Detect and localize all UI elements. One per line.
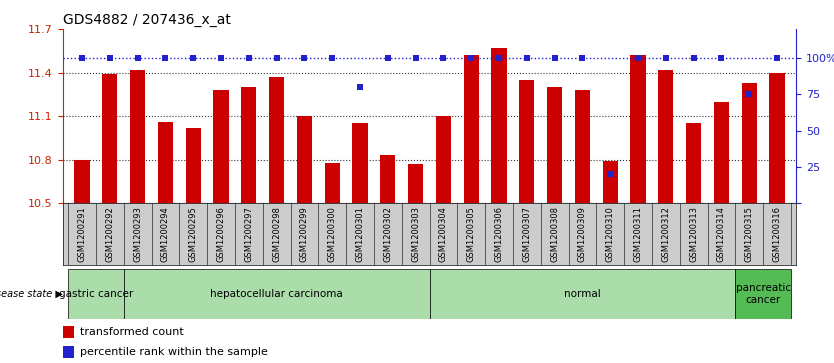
Bar	[547, 87, 562, 203]
Text: GSM1200314: GSM1200314	[717, 206, 726, 262]
Text: GSM1200305: GSM1200305	[467, 206, 475, 262]
Bar	[380, 155, 395, 203]
Text: normal: normal	[564, 289, 600, 299]
Text: GSM1200308: GSM1200308	[550, 206, 559, 262]
Text: GSM1200301: GSM1200301	[355, 206, 364, 262]
Bar	[63, 326, 73, 338]
Text: GSM1200309: GSM1200309	[578, 206, 587, 262]
Text: GSM1200312: GSM1200312	[661, 206, 671, 262]
Text: transformed count: transformed count	[80, 327, 183, 337]
Text: GDS4882 / 207436_x_at: GDS4882 / 207436_x_at	[63, 13, 230, 26]
Bar	[491, 48, 507, 203]
Bar	[631, 55, 646, 203]
Text: GSM1200294: GSM1200294	[161, 206, 170, 262]
Bar	[575, 90, 590, 203]
Bar	[658, 70, 674, 203]
Text: GSM1200313: GSM1200313	[689, 206, 698, 262]
Text: GSM1200303: GSM1200303	[411, 206, 420, 262]
Text: GSM1200291: GSM1200291	[78, 206, 87, 262]
Bar	[408, 164, 423, 203]
Text: GSM1200292: GSM1200292	[105, 206, 114, 262]
Bar	[241, 87, 256, 203]
Bar	[130, 70, 145, 203]
Text: GSM1200304: GSM1200304	[439, 206, 448, 262]
Text: GSM1200299: GSM1200299	[300, 206, 309, 262]
FancyBboxPatch shape	[430, 269, 736, 319]
Text: gastric cancer: gastric cancer	[58, 289, 133, 299]
Bar	[269, 77, 284, 203]
Text: GSM1200307: GSM1200307	[522, 206, 531, 262]
Text: hepatocellular carcinoma: hepatocellular carcinoma	[210, 289, 343, 299]
Text: GSM1200295: GSM1200295	[188, 206, 198, 262]
Bar	[769, 73, 785, 203]
Bar	[741, 83, 757, 203]
Bar	[464, 55, 479, 203]
FancyBboxPatch shape	[736, 269, 791, 319]
Text: GSM1200300: GSM1200300	[328, 206, 337, 262]
Text: GSM1200297: GSM1200297	[244, 206, 254, 262]
Bar	[158, 122, 173, 203]
Text: GSM1200293: GSM1200293	[133, 206, 142, 262]
Text: percentile rank within the sample: percentile rank within the sample	[80, 347, 268, 357]
Bar	[519, 80, 535, 203]
Bar	[185, 128, 201, 203]
Bar	[102, 74, 118, 203]
Text: GSM1200302: GSM1200302	[384, 206, 392, 262]
Bar	[214, 90, 229, 203]
Bar	[602, 161, 618, 203]
Bar	[63, 346, 73, 358]
Bar	[324, 163, 340, 203]
Bar	[686, 123, 701, 203]
FancyBboxPatch shape	[68, 269, 123, 319]
Bar	[297, 116, 312, 203]
Bar	[352, 123, 368, 203]
FancyBboxPatch shape	[123, 269, 430, 319]
Text: GSM1200315: GSM1200315	[745, 206, 754, 262]
Bar	[714, 102, 729, 203]
Text: GSM1200306: GSM1200306	[495, 206, 504, 262]
Text: disease state ▶: disease state ▶	[0, 289, 63, 299]
Text: GSM1200298: GSM1200298	[272, 206, 281, 262]
Text: pancreatic
cancer: pancreatic cancer	[736, 283, 791, 305]
Text: GSM1200310: GSM1200310	[605, 206, 615, 262]
Text: GSM1200296: GSM1200296	[217, 206, 225, 262]
Bar	[435, 116, 451, 203]
Bar	[74, 160, 90, 203]
Text: GSM1200316: GSM1200316	[772, 206, 781, 262]
Text: GSM1200311: GSM1200311	[634, 206, 642, 262]
